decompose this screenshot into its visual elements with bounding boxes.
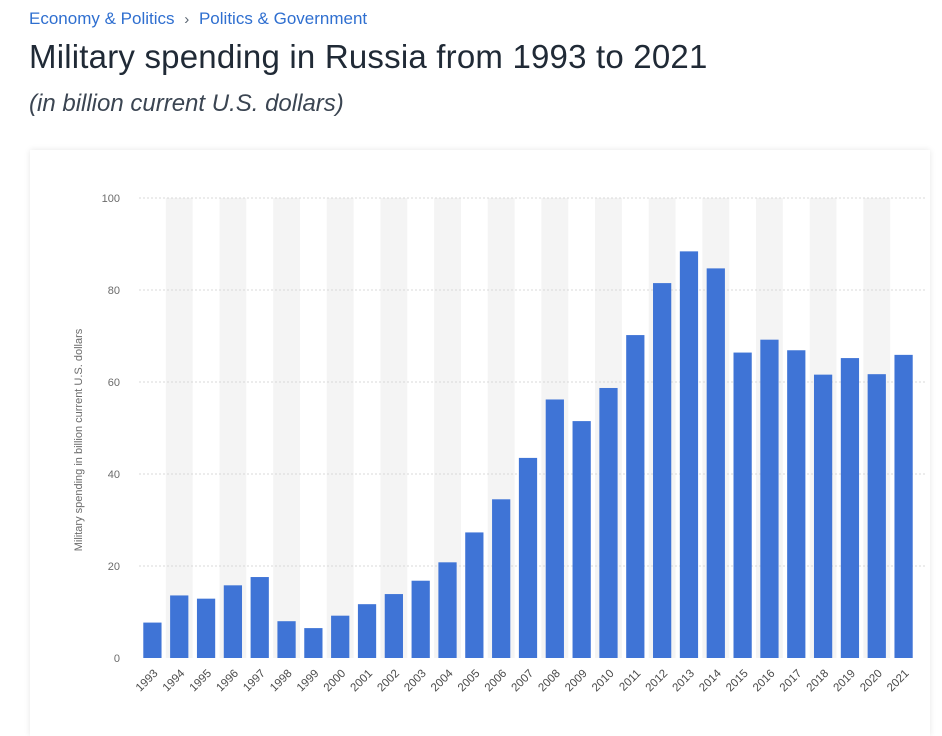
column-band: [273, 198, 300, 658]
x-tick-label: 2021: [885, 668, 912, 695]
x-tick-label: 2000: [322, 668, 349, 695]
x-tick-label: 2020: [858, 668, 885, 695]
x-tick-label: 2002: [375, 668, 402, 695]
y-tick-label: 80: [108, 285, 120, 297]
bar-1998[interactable]: [277, 621, 296, 658]
bar-2014[interactable]: [706, 268, 725, 658]
bar-2005[interactable]: [465, 532, 484, 658]
bar-2006[interactable]: [492, 499, 511, 658]
y-axis-label: Military spending in billion current U.S…: [73, 328, 85, 551]
x-axis-ticks: 1993 1994 1995 1996 1997 1998 1999 2000 2001 2002…: [134, 667, 912, 694]
y-axis-ticks: 0 20 40 60 80 100: [102, 193, 120, 665]
bar-2003[interactable]: [411, 580, 430, 658]
page-subtitle: (in billion current U.S. dollars): [29, 90, 344, 117]
x-tick-label: 2015: [724, 668, 751, 695]
chart-card: 0 20 40 60 80 100 1993 1994 1995 1996 1997 1998 199…: [30, 150, 930, 736]
bar-2007[interactable]: [518, 457, 538, 658]
breadcrumb: Economy & Politics › Politics & Governme…: [29, 9, 367, 29]
bar-2008[interactable]: [545, 399, 564, 658]
bar-2000[interactable]: [331, 615, 350, 658]
bar-2021[interactable]: [894, 354, 913, 658]
column-band: [380, 198, 408, 658]
y-tick-label: 100: [102, 193, 120, 205]
bar-2015[interactable]: [733, 352, 752, 658]
bar-1999[interactable]: [304, 628, 323, 658]
x-tick-label: 1995: [188, 668, 215, 695]
x-tick-label: 1999: [295, 668, 322, 695]
breadcrumb-separator: ›: [184, 11, 190, 28]
bar-2016[interactable]: [760, 339, 779, 658]
bar-2004[interactable]: [438, 562, 457, 658]
x-tick-label: 2007: [510, 668, 537, 695]
bar-1996[interactable]: [223, 585, 243, 658]
x-tick-label: 2006: [483, 668, 510, 695]
x-tick-label: 2001: [349, 668, 376, 695]
bar-1994[interactable]: [170, 595, 189, 658]
bar-1997[interactable]: [250, 577, 269, 658]
column-band: [219, 198, 247, 658]
bar-2010[interactable]: [599, 387, 618, 658]
x-tick-label: 2012: [644, 668, 671, 695]
page-title: Military spending in Russia from 1993 to…: [29, 38, 708, 75]
bar-2018[interactable]: [813, 374, 833, 658]
bar-2011[interactable]: [626, 335, 645, 658]
column-band: [165, 198, 193, 658]
x-tick-label: 2010: [590, 668, 617, 695]
y-tick-label: 20: [108, 561, 120, 573]
x-tick-label: 2003: [402, 668, 429, 695]
y-tick-label: 0: [114, 653, 120, 665]
bar-2020[interactable]: [867, 374, 886, 658]
x-tick-label: 2009: [563, 668, 590, 695]
x-tick-label: 1998: [268, 668, 295, 695]
y-tick-label: 60: [108, 377, 120, 389]
x-tick-label: 1993: [134, 668, 161, 695]
x-tick-label: 2019: [831, 668, 858, 695]
bar-2012[interactable]: [653, 283, 672, 658]
y-tick-label: 40: [108, 469, 120, 481]
bar-1995[interactable]: [196, 598, 216, 658]
bar-2002[interactable]: [384, 594, 403, 658]
x-tick-label: 2005: [456, 668, 483, 695]
x-tick-label: 2017: [778, 668, 805, 695]
column-band: [326, 198, 354, 658]
breadcrumb-link-economy-politics[interactable]: Economy & Politics: [29, 9, 175, 28]
bar-2019[interactable]: [840, 358, 860, 658]
breadcrumb-link-politics-government[interactable]: Politics & Government: [198, 9, 368, 28]
bar-1993[interactable]: [143, 622, 162, 658]
x-tick-label: 2018: [805, 668, 832, 695]
bar-2009[interactable]: [572, 421, 591, 658]
x-tick-label: 2004: [429, 667, 456, 694]
x-tick-label: 1996: [214, 668, 241, 695]
x-tick-label: 1994: [161, 667, 188, 694]
x-tick-label: 1997: [241, 668, 268, 695]
x-tick-label: 2013: [671, 668, 698, 695]
bar-chart: 0 20 40 60 80 100 1993 1994 1995 1996 1997 1998 199…: [73, 193, 927, 694]
x-tick-label: 2008: [536, 668, 563, 695]
bars: [143, 251, 913, 659]
x-tick-label: 2016: [751, 668, 778, 695]
x-tick-label: 2014: [697, 667, 724, 694]
bar-2013[interactable]: [679, 251, 699, 659]
bar-2017[interactable]: [787, 350, 806, 658]
bar-2001[interactable]: [357, 604, 377, 658]
x-tick-label: 2011: [617, 668, 643, 694]
